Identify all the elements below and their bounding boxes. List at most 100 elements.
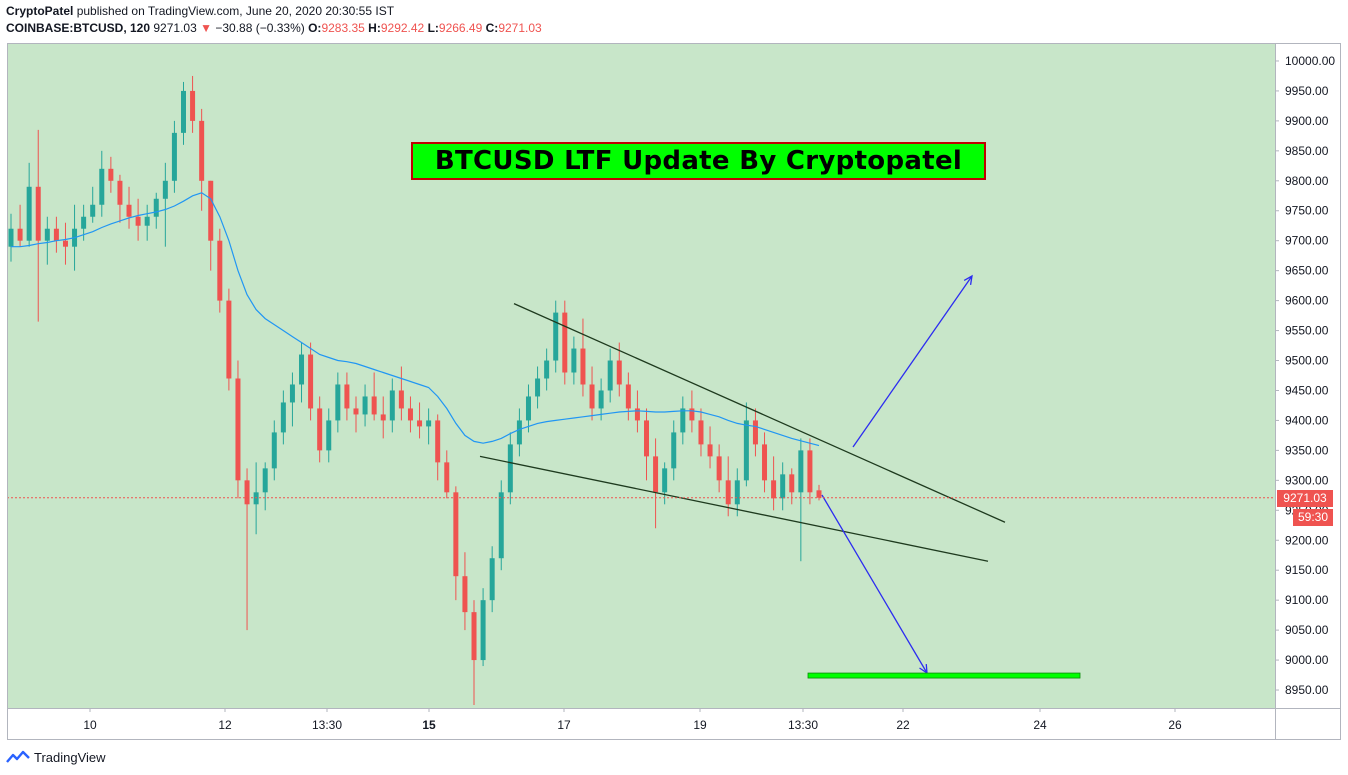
- high-value: 9292.42: [380, 21, 425, 35]
- price-tick-label: 9350.00: [1285, 443, 1329, 457]
- candle-body: [762, 444, 768, 481]
- price-tick-label: 9600.00: [1285, 294, 1329, 308]
- candle-body: [226, 300, 232, 379]
- time-tick-label: 22: [896, 718, 910, 732]
- candle-body: [807, 450, 813, 493]
- footer-brand-label: TradingView: [34, 749, 106, 765]
- candle-body: [653, 456, 659, 493]
- candle-body: [81, 216, 87, 229]
- candle-body: [417, 420, 423, 427]
- candle-body: [362, 396, 368, 415]
- author-name[interactable]: CryptoPatel: [6, 4, 74, 18]
- candle-body: [589, 384, 595, 409]
- candle-body: [407, 408, 413, 421]
- candle-body: [544, 360, 550, 379]
- time-tick-label: 12: [218, 718, 232, 732]
- time-tick-label: 19: [693, 718, 707, 732]
- time-axis[interactable]: 10 12 13:30 15 17 19 13:30 22 24 26: [83, 708, 1182, 732]
- candle-body: [462, 576, 468, 613]
- moving-average-line: [11, 192, 820, 447]
- price-tick-label: 9550.00: [1285, 324, 1329, 338]
- candle-body: [271, 432, 277, 469]
- candle-body: [752, 420, 758, 445]
- candle-body: [53, 228, 59, 241]
- price-tick-label: 9700.00: [1285, 234, 1329, 248]
- candle-body: [535, 378, 541, 397]
- candle-body: [634, 408, 640, 421]
- candle-body: [616, 360, 622, 385]
- candle-body: [571, 348, 577, 373]
- close-value: 9271.03: [498, 21, 542, 35]
- candle-body: [108, 168, 114, 181]
- price-tick-label: 9850.00: [1285, 144, 1329, 158]
- candle-body: [289, 384, 295, 403]
- ohlc-line: COINBASE:BTCUSD, 120 9271.03 ▼ −30.88 (−…: [6, 20, 542, 37]
- candle-body: [707, 444, 713, 457]
- chart-frame: [7, 43, 1341, 740]
- candle-body: [8, 228, 14, 247]
- candle-body: [725, 480, 731, 505]
- last-price-tag: 9271.03: [1277, 489, 1333, 507]
- high-label: H:: [368, 21, 381, 35]
- candle-body: [35, 186, 41, 241]
- publish-info: published on TradingView.com, June 20, 2…: [76, 4, 395, 18]
- candle-body: [780, 474, 786, 499]
- footer-branding[interactable]: TradingView: [6, 747, 106, 767]
- time-tick-label: 10: [83, 718, 97, 732]
- candle-body: [662, 468, 668, 493]
- candle-body: [516, 420, 522, 445]
- annotation-title[interactable]: BTCUSD LTF Update By Cryptopatel: [411, 142, 986, 180]
- candle-body: [671, 432, 677, 469]
- candle-body: [598, 390, 604, 409]
- candle-body: [117, 180, 123, 205]
- candle-body: [344, 384, 350, 409]
- bar-countdown: 59:30: [1293, 508, 1333, 526]
- candle-body: [480, 600, 486, 661]
- candle-body: [44, 228, 50, 241]
- candle-body: [326, 420, 332, 451]
- price-tick-label: 9950.00: [1285, 84, 1329, 98]
- down-arrow-icon: ▼: [200, 21, 212, 35]
- price-tick-label: 9150.00: [1285, 563, 1329, 577]
- candle-body: [789, 474, 795, 493]
- candle-body: [244, 480, 250, 505]
- lower-trendline[interactable]: [479, 455, 989, 562]
- candle-body: [689, 408, 695, 421]
- price-tick-label: 9000.00: [1285, 653, 1329, 667]
- candle-body: [308, 354, 314, 409]
- candle-body: [644, 420, 650, 457]
- low-value: 9266.49: [438, 21, 483, 35]
- candle-body: [190, 90, 196, 121]
- candle-body: [426, 420, 432, 427]
- open-value: 9283.35: [321, 21, 365, 35]
- candle-body: [444, 462, 450, 493]
- symbol-label[interactable]: COINBASE:BTCUSD, 120: [6, 21, 151, 35]
- arrow-shaft: [852, 275, 973, 448]
- candle-body: [389, 390, 395, 421]
- time-tick-label: 13:30: [312, 718, 342, 732]
- candle-body: [280, 402, 286, 433]
- candle-body: [144, 216, 150, 226]
- breakout-up-arrow[interactable]: [852, 274, 973, 448]
- price-axis[interactable]: 10000.00 9950.00 9900.00 9850.00 9800.00 9750…: [1275, 54, 1335, 697]
- candle-body: [553, 312, 559, 361]
- candle-body: [580, 348, 586, 385]
- time-tick-label: 17: [557, 718, 571, 732]
- candle-body: [199, 120, 205, 181]
- upper-trendline[interactable]: [513, 303, 1006, 523]
- target-zone[interactable]: [807, 672, 1081, 679]
- price-tick-label: 9750.00: [1285, 204, 1329, 218]
- candle-body: [299, 354, 305, 385]
- candle-body: [17, 228, 23, 241]
- last-price: 9271.03: [153, 21, 197, 35]
- candle-body: [317, 408, 323, 451]
- candle-body: [698, 420, 704, 445]
- price-tick-label: 8950.00: [1285, 683, 1329, 697]
- candle-body: [607, 360, 613, 391]
- low-label: L:: [427, 21, 439, 35]
- candle-body: [353, 408, 359, 415]
- candle-body: [680, 408, 686, 433]
- price-tick-label: 9200.00: [1285, 533, 1329, 547]
- candle-body: [489, 558, 495, 601]
- price-tick-label: 9300.00: [1285, 473, 1329, 487]
